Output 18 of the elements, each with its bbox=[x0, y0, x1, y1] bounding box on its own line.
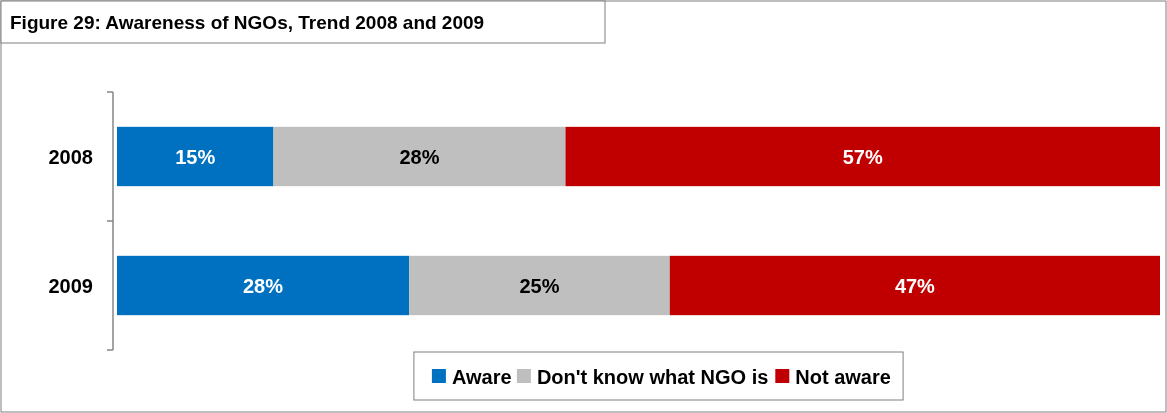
data-label: 15% bbox=[175, 145, 216, 168]
y-tick-label: 2008 bbox=[48, 145, 93, 168]
data-label: 25% bbox=[519, 274, 560, 297]
legend-label: Don't know what NGO is bbox=[536, 366, 769, 388]
bar bbox=[117, 255, 410, 316]
bar bbox=[669, 255, 1160, 316]
y-tick-label: 2009 bbox=[48, 274, 93, 297]
bar bbox=[273, 126, 566, 187]
bar bbox=[409, 255, 670, 316]
legend-label: Aware bbox=[451, 366, 512, 388]
data-label: 47% bbox=[894, 274, 936, 297]
bar bbox=[565, 126, 1160, 187]
legend-label: Not aware bbox=[795, 366, 891, 388]
data-label: 28% bbox=[399, 145, 440, 168]
chart-title: Figure 29: Awareness of NGOs, Trend 2008 and 2009 bbox=[10, 11, 485, 33]
data-label: 28% bbox=[243, 274, 284, 297]
data-label: 57% bbox=[842, 145, 883, 168]
bar bbox=[117, 126, 274, 187]
